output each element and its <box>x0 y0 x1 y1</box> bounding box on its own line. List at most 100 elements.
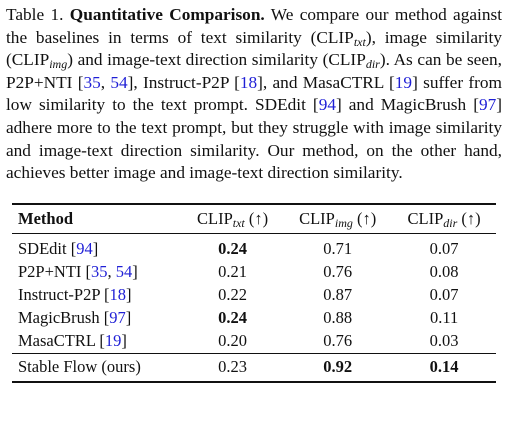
value: 0.76 <box>323 331 353 351</box>
citation[interactable]: 54 <box>110 72 128 92</box>
text: ] suffer from low similarity to the text… <box>6 72 502 115</box>
text: Table 1. <box>6 5 70 24</box>
text: , <box>107 262 116 282</box>
text: (↑) <box>352 208 377 228</box>
value: 0.23 <box>218 357 248 377</box>
value: 0.71 <box>323 239 353 259</box>
text: SDEdit [ <box>18 239 77 259</box>
text: CLIP <box>197 208 233 228</box>
subscript: dir <box>443 215 458 230</box>
text: MasaCTRL [ <box>18 331 105 351</box>
citation[interactable]: 35 <box>91 262 108 282</box>
value: 0.14 <box>429 357 459 377</box>
table-row: MasaCTRL [19] 0.20 0.76 0.03 <box>12 330 496 354</box>
text: (↑) <box>244 208 269 228</box>
citation[interactable]: 97 <box>109 308 126 328</box>
method-cell: Stable Flow (ours) <box>12 352 182 383</box>
value: 0.76 <box>323 262 353 282</box>
text: ) and image-text direction similarity (C… <box>67 50 366 70</box>
citation[interactable]: 18 <box>109 285 127 305</box>
value-cell: 0.22 <box>182 284 283 307</box>
caption: Table 1. Quantitative Comparison. We com… <box>0 0 508 185</box>
text: ] <box>92 239 99 259</box>
method-cell: Instruct-P2P [18] <box>12 284 182 307</box>
value-cell: 0.03 <box>392 330 496 354</box>
citation[interactable]: 35 <box>83 72 101 92</box>
text: CLIP <box>407 208 444 228</box>
table-row: P2P+NTI [35, 54] 0.21 0.76 0.08 <box>12 261 496 284</box>
value: 0.24 <box>218 239 248 259</box>
value-cell: 0.76 <box>283 261 392 284</box>
text: ), image similarity (CLIP <box>6 27 502 70</box>
value: 0.92 <box>323 357 353 377</box>
text: , <box>100 72 111 92</box>
value-cell: 0.24 <box>182 233 283 261</box>
method-cell: SDEdit [94] <box>12 233 182 261</box>
header-cell: CLIPimg (↑) <box>283 202 393 234</box>
value-cell: 0.11 <box>392 307 496 330</box>
value-cell: 0.07 <box>392 284 496 307</box>
table-row: Stable Flow (ours) 0.23 0.92 0.14 <box>12 352 496 383</box>
text: ] and MagicBrush [ <box>335 95 479 115</box>
text: ], Instruct-P2P [ <box>127 72 240 92</box>
subscript: img <box>334 215 353 230</box>
text: ). As can be seen, P2P+NTI [ <box>6 50 502 92</box>
citation[interactable]: 19 <box>394 72 413 92</box>
subscript: dir <box>365 57 380 72</box>
text: (↑) <box>457 208 481 228</box>
value-cell: 0.20 <box>182 330 283 354</box>
citation[interactable]: 97 <box>478 95 497 115</box>
header-cell: Method <box>12 202 182 234</box>
value: 0.88 <box>323 308 353 328</box>
table-row: Instruct-P2P [18] 0.22 0.87 0.07 <box>12 284 496 307</box>
header-row: Method CLIPtxt (↑) CLIPimg (↑) CLIPdir (↑) <box>12 202 496 234</box>
citation[interactable]: 19 <box>104 331 122 351</box>
value-cell: 0.76 <box>283 330 392 354</box>
citation[interactable]: 94 <box>76 239 93 259</box>
value-cell: 0.92 <box>283 352 393 383</box>
subscript: txt <box>353 34 366 49</box>
citation[interactable]: 94 <box>318 95 336 115</box>
text: We compare our method against the baseli… <box>6 5 503 47</box>
text: CLIP <box>299 208 335 228</box>
text: ] <box>121 331 127 351</box>
value-cell: 0.14 <box>392 352 496 383</box>
value: 0.22 <box>218 285 248 305</box>
value: 0.07 <box>429 285 459 305</box>
text: ] <box>125 308 132 328</box>
value: 0.08 <box>429 262 459 282</box>
subscript: txt <box>232 215 245 230</box>
value: 0.24 <box>218 308 248 328</box>
value-cell: 0.87 <box>283 284 392 307</box>
header-cell: CLIPtxt (↑) <box>181 202 284 234</box>
header-cell: CLIPdir (↑) <box>392 202 496 234</box>
value-cell: 0.24 <box>182 307 283 330</box>
value-cell: 0.23 <box>181 352 284 383</box>
citation[interactable]: 18 <box>239 72 258 92</box>
text: Stable Flow (ours) <box>18 357 141 377</box>
results-table: Method CLIPtxt (↑) CLIPimg (↑) CLIPdir (↑) S… <box>12 202 496 383</box>
text: MagicBrush [ <box>18 308 110 328</box>
text: P2P+NTI [ <box>18 262 92 282</box>
text: ], and MasaCTRL [ <box>257 72 395 92</box>
table-row: MagicBrush [97] 0.24 0.88 0.11 <box>12 307 496 330</box>
subscript: img <box>49 57 68 72</box>
value: 0.07 <box>429 239 459 259</box>
text: ] <box>132 262 138 282</box>
text: Instruct-P2P [ <box>18 285 110 305</box>
value-cell: 0.88 <box>283 307 392 330</box>
value-cell: 0.71 <box>283 233 392 261</box>
text: ] <box>126 285 132 305</box>
method-cell: MasaCTRL [19] <box>12 330 182 354</box>
bold-text: Method <box>18 208 73 228</box>
value-cell: 0.21 <box>182 261 283 284</box>
value-cell: 0.07 <box>392 233 496 261</box>
citation[interactable]: 54 <box>115 262 133 282</box>
method-cell: P2P+NTI [35, 54] <box>12 261 182 284</box>
text: ] adhere more to the text prompt, but th… <box>6 95 503 183</box>
method-cell: MagicBrush [97] <box>12 307 182 330</box>
table-body: Method CLIPtxt (↑) CLIPimg (↑) CLIPdir (↑) S… <box>12 202 496 383</box>
value: 0.20 <box>218 331 248 351</box>
value: 0.21 <box>218 262 248 282</box>
